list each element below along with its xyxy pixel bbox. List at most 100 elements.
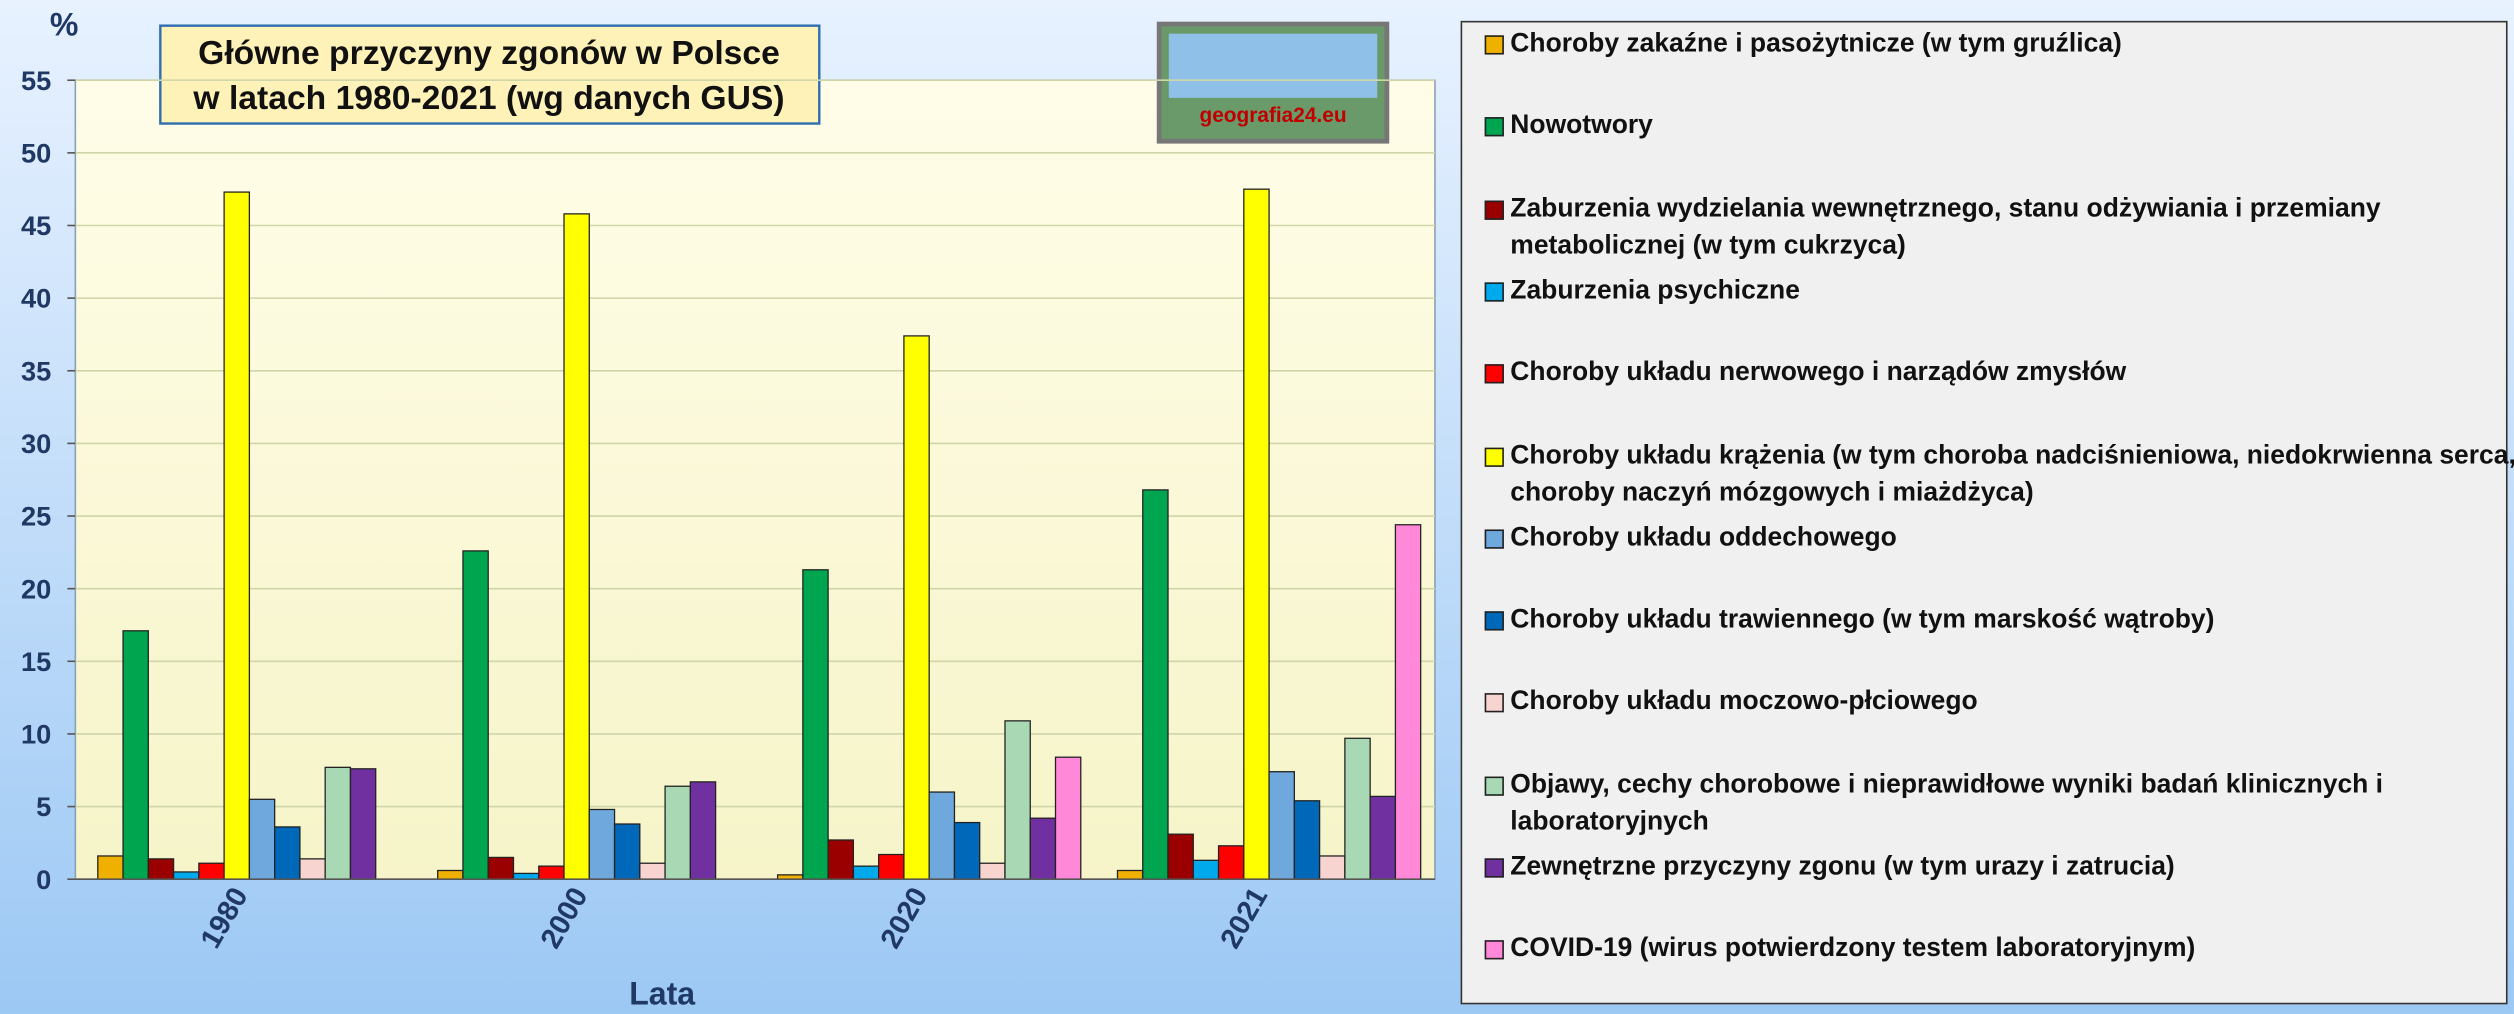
y-tick-label: 55 bbox=[21, 65, 51, 96]
bar bbox=[689, 781, 717, 880]
legend-label: Zewnętrzne przyczyny zgonu (w tym urazy … bbox=[1510, 851, 2175, 881]
y-tick-label: 35 bbox=[21, 355, 51, 386]
bar bbox=[563, 213, 590, 880]
bar bbox=[1369, 795, 1397, 880]
bar bbox=[462, 550, 489, 880]
bar bbox=[1029, 817, 1057, 880]
bar bbox=[97, 855, 124, 880]
legend-swatch bbox=[1484, 35, 1504, 55]
legend-item: Objawy, cechy chorobowe i nieprawidłowe … bbox=[1484, 766, 2514, 840]
plot-area bbox=[74, 79, 1436, 881]
legend-swatch bbox=[1484, 858, 1504, 878]
bar bbox=[198, 862, 225, 880]
bar bbox=[613, 823, 641, 880]
y-tick-label: 40 bbox=[21, 283, 51, 314]
bar bbox=[1142, 489, 1169, 880]
logo-text: geografia24.eu bbox=[1199, 104, 1346, 127]
bar bbox=[852, 865, 880, 880]
bar bbox=[827, 839, 855, 880]
y-tick-label: 15 bbox=[21, 646, 51, 677]
legend-item: Choroby układu krążenia (w tym choroba n… bbox=[1484, 437, 2514, 511]
legend-swatch bbox=[1484, 446, 1504, 467]
legend-label: Choroby układu krążenia (w tym choroba n… bbox=[1510, 440, 2514, 507]
bar bbox=[1243, 188, 1270, 880]
bar bbox=[437, 869, 464, 880]
legend-item: Zaburzenia wydzielania wewnętrznego, sta… bbox=[1484, 190, 2514, 264]
bar bbox=[953, 821, 981, 880]
legend-item: Choroby układu nerwowego i narządów zmys… bbox=[1484, 355, 2514, 392]
legend-swatch bbox=[1484, 364, 1504, 384]
bar bbox=[324, 766, 352, 880]
bar bbox=[1217, 845, 1245, 880]
legend-item: Zaburzenia psychiczne bbox=[1484, 273, 2514, 310]
bar bbox=[802, 569, 829, 880]
legend-swatch bbox=[1484, 282, 1504, 302]
y-tick-label: 25 bbox=[21, 501, 51, 532]
legend: Choroby zakaźne i pasożytnicze (w tym gr… bbox=[1460, 20, 2514, 1005]
bar bbox=[1054, 756, 1082, 880]
chart-title: Główne przyczyny zgonów w Polsce bbox=[198, 35, 780, 72]
bar bbox=[1318, 855, 1346, 880]
legend-label: Choroby układu trawiennego (w tym marsko… bbox=[1510, 605, 2215, 634]
legend-swatch bbox=[1484, 776, 1504, 796]
y-tick-label: 45 bbox=[21, 210, 51, 241]
bar bbox=[349, 768, 377, 880]
legend-label: Choroby zakaźne i pasożytnicze (w tym gr… bbox=[1510, 28, 2122, 58]
legend-label: Choroby układu oddechowego bbox=[1510, 522, 1897, 552]
legend-item: Choroby zakaźne i pasożytnicze (w tym gr… bbox=[1484, 26, 2514, 63]
bar bbox=[299, 858, 326, 880]
legend-item: Zewnętrzne przyczyny zgonu (w tym urazy … bbox=[1484, 849, 2514, 886]
bar bbox=[928, 791, 956, 880]
y-tick-label: 50 bbox=[21, 137, 51, 168]
title-box bbox=[159, 24, 821, 125]
legend-label: Nowotwory bbox=[1510, 111, 1653, 141]
legend-item: Choroby układu moczowo-płciowego bbox=[1484, 684, 2514, 721]
logo-sky bbox=[1168, 33, 1378, 98]
bar bbox=[487, 856, 515, 880]
legend-label: Objawy, cechy chorobowe i nieprawidłowe … bbox=[1510, 769, 2384, 836]
y-tick-label: 5 bbox=[36, 791, 51, 822]
y-tick-label: 0 bbox=[36, 864, 51, 895]
legend-item: COVID-19 (wirus potwierdzony testem labo… bbox=[1484, 931, 2514, 968]
legend-label: Choroby układu nerwowego i narządów zmys… bbox=[1510, 358, 2127, 387]
y-tick-label: 10 bbox=[21, 719, 51, 750]
bar bbox=[903, 335, 930, 880]
bar bbox=[1116, 869, 1144, 880]
bar bbox=[274, 826, 301, 880]
legend-label: Zaburzenia psychiczne bbox=[1510, 275, 1800, 305]
legend-item: Choroby układu oddechowego bbox=[1484, 519, 2514, 556]
legend-label: Zaburzenia wydzielania wewnętrznego, sta… bbox=[1510, 193, 2381, 260]
x-tick-label: 1980 bbox=[195, 882, 255, 954]
bar bbox=[1344, 737, 1371, 880]
bar bbox=[1268, 771, 1295, 880]
bar bbox=[1192, 859, 1220, 880]
bar bbox=[223, 191, 251, 880]
x-tick-label: 2000 bbox=[535, 882, 595, 954]
legend-swatch bbox=[1484, 529, 1504, 549]
bar bbox=[172, 871, 200, 880]
bar bbox=[538, 865, 565, 880]
y-tick-label: 30 bbox=[21, 428, 51, 459]
bar bbox=[1004, 720, 1031, 880]
bar bbox=[122, 630, 149, 880]
bar bbox=[664, 785, 691, 880]
legend-swatch bbox=[1484, 693, 1504, 713]
x-tick-label: 2021 bbox=[1214, 882, 1274, 954]
bar bbox=[512, 872, 540, 880]
legend-swatch bbox=[1484, 117, 1504, 137]
chart: % Lata Główne przyczyny zgonów w Polsce … bbox=[21, 6, 1436, 1011]
legend-item: Nowotwory bbox=[1484, 108, 2514, 145]
legend-swatch bbox=[1484, 611, 1504, 631]
bar bbox=[639, 862, 666, 880]
x-axis-label: Lata bbox=[629, 975, 696, 1011]
bar bbox=[248, 798, 276, 880]
chart-title: w latach 1980-2021 (wg danych GUS) bbox=[192, 80, 784, 117]
bar bbox=[1167, 833, 1194, 880]
bar bbox=[147, 858, 175, 880]
legend-swatch bbox=[1484, 940, 1504, 960]
bar bbox=[1293, 800, 1321, 880]
legend-label: Choroby układu moczowo-płciowego bbox=[1510, 687, 1978, 717]
legend-swatch bbox=[1484, 199, 1504, 220]
